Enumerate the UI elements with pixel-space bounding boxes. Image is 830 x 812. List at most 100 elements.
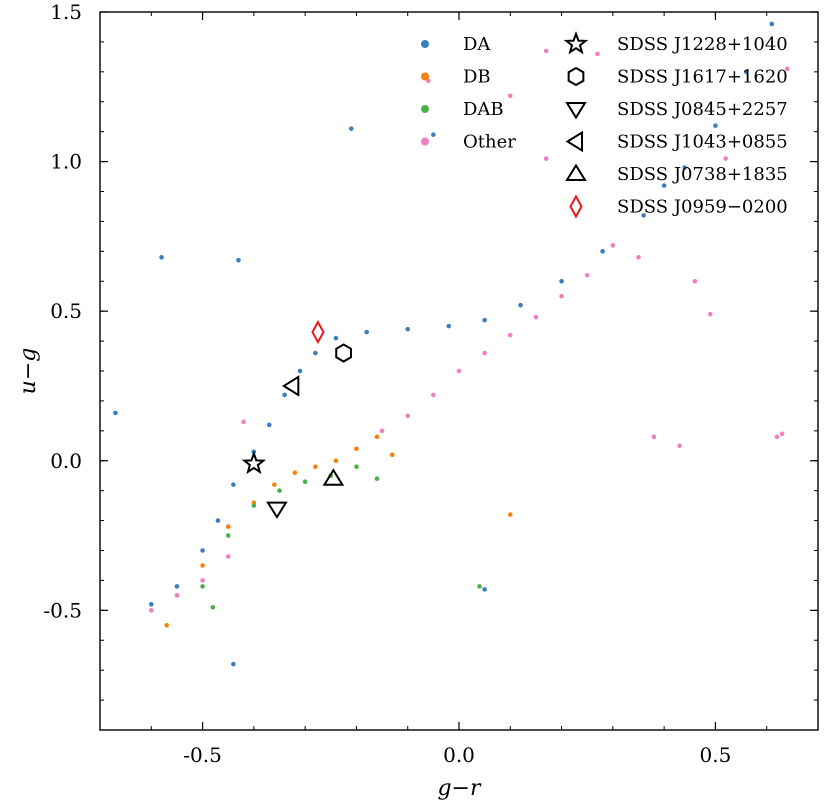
legend-label-sdss-j1043-0855: SDSS J1043+0855: [617, 132, 788, 153]
legend-swatch-db: [421, 72, 429, 81]
point-da: [600, 249, 605, 254]
point-da: [641, 213, 646, 218]
point-da: [297, 368, 303, 374]
point-da: [266, 422, 272, 428]
point-da: [174, 584, 180, 589]
point-dab: [200, 584, 205, 589]
legend-marker-sdss-j1617-1620: [567, 66, 585, 87]
point-db: [390, 452, 395, 458]
point-other: [225, 554, 231, 559]
marker-sdss-j0959-0200: [311, 320, 325, 345]
point-db: [313, 464, 318, 470]
point-other: [379, 428, 385, 434]
y-axis-label: u−g: [16, 348, 41, 395]
point-da: [713, 123, 718, 128]
legend-marker-sdss-j1228-1040: [563, 31, 589, 55]
point-other: [610, 243, 616, 248]
point-dab: [210, 605, 216, 610]
point-da: [282, 392, 287, 398]
point-dab: [277, 488, 282, 493]
x-axis-ticks: -0.5 0.0 0.5: [99, 12, 819, 767]
point-da: [231, 482, 236, 487]
legend-marker-sdss-j1043-0855: [565, 130, 583, 153]
marker-sdss-j1228-1040: [241, 450, 267, 475]
point-db: [354, 446, 359, 452]
point-da: [231, 661, 236, 667]
point-da: [159, 255, 164, 260]
x-axis-label: g−r: [437, 776, 482, 801]
y-tick-label: 1.5: [50, 0, 82, 24]
y-tick-label: 0.0: [50, 449, 82, 473]
point-da: [349, 126, 354, 131]
point-dab: [477, 584, 482, 589]
point-da: [431, 132, 436, 137]
point-other: [200, 578, 205, 583]
point-other: [431, 392, 436, 398]
legend-label-sdss-j0959-0200: SDSS J0959−0200: [617, 197, 788, 218]
point-da: [313, 350, 318, 356]
marker-sdss-j1043-0855: [281, 375, 300, 397]
marker-sdss-j0845-2257: [266, 501, 288, 520]
point-da: [113, 410, 118, 416]
point-da: [200, 548, 205, 553]
point-da: [518, 302, 523, 308]
point-other: [651, 434, 657, 440]
point-db: [164, 622, 169, 628]
point-other: [543, 48, 549, 54]
point-other: [677, 443, 682, 449]
point-da: [333, 335, 339, 341]
point-dab: [225, 533, 231, 538]
point-dab: [354, 464, 359, 470]
legend-marker-sdss-j0738-1835: [565, 163, 587, 181]
point-other: [584, 272, 590, 278]
marker-sdss-j1617-1620: [335, 343, 352, 363]
point-other: [507, 93, 513, 99]
point-other: [405, 413, 411, 419]
point-other: [456, 368, 462, 374]
point-other: [241, 419, 246, 425]
point-da: [364, 329, 369, 335]
point-da: [236, 258, 241, 263]
point-db: [333, 458, 339, 464]
legend-label-da: DA: [463, 34, 491, 55]
point-other: [774, 434, 780, 440]
data-points: [113, 21, 790, 667]
legend-label-dab: DAB: [463, 99, 504, 120]
point-other: [779, 431, 785, 437]
marker-sdss-j0738-1835: [322, 468, 345, 486]
point-da: [482, 587, 487, 592]
point-other: [595, 51, 600, 57]
point-dab: [374, 476, 380, 482]
point-dab: [251, 503, 257, 508]
point-da: [405, 326, 411, 332]
point-da: [215, 518, 221, 523]
point-db: [272, 482, 277, 487]
legend-label-sdss-j0845-2257: SDSS J0845+2257: [617, 99, 788, 120]
legend-swatch-dab: [421, 105, 429, 113]
point-db: [292, 470, 298, 476]
legend-swatch-da: [421, 40, 429, 48]
y-tick-label: -0.5: [43, 598, 82, 622]
legend: DA DB DAB Other SDSS J1228+1040 SDSS J1617+16…: [421, 31, 788, 219]
legend-label-sdss-j1228-1040: SDSS J1228+1040: [617, 34, 788, 55]
point-other: [482, 350, 487, 356]
point-other: [533, 314, 539, 320]
point-other: [559, 293, 564, 299]
point-other: [784, 66, 790, 72]
legend-swatch-other: [421, 137, 429, 146]
y-axis-ticks: -0.5 0.0 0.5 1.0 1.5: [43, 0, 818, 731]
point-other: [723, 156, 728, 161]
point-da: [743, 69, 749, 75]
legend-marker-sdss-j0845-2257: [565, 102, 587, 120]
legend-label-sdss-j0738-1835: SDSS J0738+1835: [617, 164, 788, 185]
point-da: [446, 323, 452, 329]
point-other: [507, 332, 513, 338]
point-da: [769, 21, 775, 27]
point-other: [543, 156, 549, 161]
point-db: [507, 512, 513, 517]
highlighted-objects: [241, 320, 352, 520]
y-tick-label: 1.0: [50, 150, 82, 174]
point-other: [708, 311, 713, 317]
point-da: [148, 602, 154, 607]
